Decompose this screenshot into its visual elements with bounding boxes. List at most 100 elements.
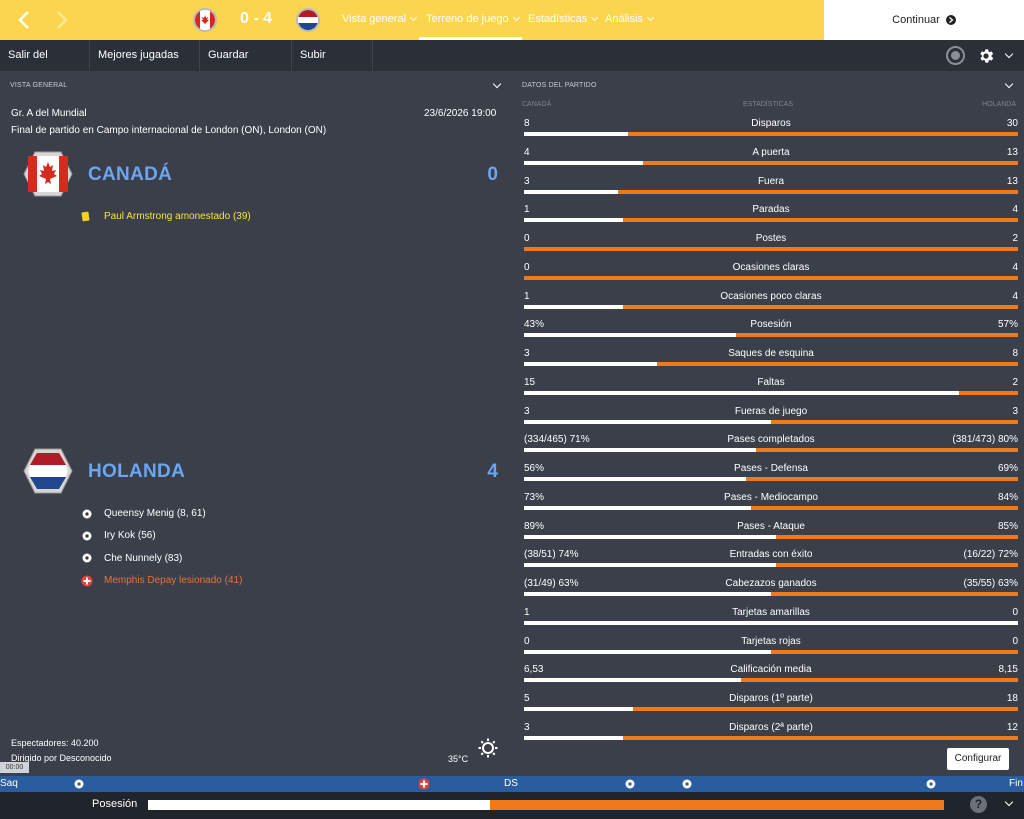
collapse-stats-icon[interactable]	[1004, 79, 1014, 89]
stat-home-bar	[524, 304, 623, 309]
stat-row: 73% Pases - Mediocampo 84%	[524, 488, 1018, 517]
stat-away-value: 8,15	[998, 664, 1018, 676]
stat-home-value: 89%	[524, 520, 545, 532]
away-flag-icon[interactable]	[296, 8, 320, 32]
back-arrow-icon[interactable]	[10, 6, 38, 34]
stat-label: Posesión	[750, 319, 792, 331]
match-stats-panel: DATOS DEL PARTIDO CANADÁ ESTADÍSTICAS HO…	[512, 72, 1024, 776]
stat-away-value: 4	[1012, 204, 1018, 216]
stat-away-bar	[776, 563, 1018, 568]
possession-label: Posesión	[92, 798, 138, 810]
record-icon[interactable]	[946, 46, 965, 65]
stat-label: Paradas	[752, 204, 790, 216]
match-datetime: 23/6/2026 19:00	[424, 108, 497, 119]
stat-home-value: 73%	[524, 491, 545, 503]
stat-row: (31/49) 63% Cabezazos ganados (35/55) 63%	[524, 574, 1018, 603]
stat-label: Disparos (1º parte)	[729, 693, 813, 704]
stat-label: Tarjetas rojas	[741, 635, 801, 647]
stat-home-value: 0	[524, 261, 530, 273]
record-dot	[951, 51, 960, 60]
menu-estadisticas[interactable]: Estadísticas	[528, 13, 599, 25]
best-plays-button[interactable]: Mejores jugadas	[90, 40, 200, 88]
stat-home-bar	[524, 707, 633, 711]
canada-badge-icon[interactable]	[23, 151, 73, 197]
stat-away-value: 13	[1006, 175, 1018, 187]
stat-away-bar	[771, 419, 1018, 424]
stat-away-value: (381/473) 80%	[952, 434, 1018, 446]
away-event-3: Che Nunnely (83)	[104, 553, 183, 564]
stat-away-bar	[633, 707, 1018, 711]
menu-vista-general[interactable]: Vista general	[342, 13, 418, 25]
timeline-goal-icon	[682, 779, 692, 792]
stat-away-bar	[623, 218, 1018, 223]
settings-gear-icon[interactable]	[977, 47, 995, 65]
stat-home-value: 56%	[524, 463, 545, 474]
stat-home-value: 43%	[524, 319, 545, 331]
stat-away-bar	[741, 678, 1018, 683]
timeline-goal-icon	[74, 779, 84, 792]
home-flag-icon[interactable]	[193, 8, 217, 32]
stat-label: Fueras de juego	[734, 405, 808, 417]
stat-away-value: 13	[1006, 146, 1018, 158]
netherlands-badge-icon[interactable]	[23, 448, 73, 494]
menu-terreno-de-juego[interactable]: Terreno de juego	[426, 13, 520, 25]
menu-label: Análisis	[605, 13, 643, 25]
stat-home-value: 1	[524, 290, 530, 302]
configure-button[interactable]: Configurar	[947, 748, 1009, 770]
possession-chevron-icon[interactable]	[1004, 797, 1014, 807]
stat-row: 89% Pases - Ataque 85%	[524, 517, 1018, 546]
stat-away-bar	[736, 333, 1018, 338]
stat-home-value: (38/51) 74%	[524, 549, 579, 561]
stat-label: Ocasiones claras	[732, 261, 810, 273]
timeline-goal-icon	[926, 779, 936, 792]
stat-away-bar	[751, 505, 1018, 510]
caret-down-icon	[409, 13, 418, 22]
collapse-overview-icon[interactable]	[492, 79, 502, 89]
stat-home-value: 3	[524, 175, 530, 187]
continue-button[interactable]: Continuar	[824, 0, 1024, 40]
away-team-name[interactable]: HOLANDA	[88, 461, 186, 482]
best-plays-label: Mejores jugadas	[98, 49, 179, 61]
stat-away-bar	[524, 247, 1018, 251]
stat-home-value: 3	[524, 721, 530, 733]
stat-label: Cabezazos ganados	[725, 578, 817, 589]
stat-row: 5 Disparos (1º parte) 18	[524, 689, 1018, 718]
forward-arrow-icon[interactable]	[48, 6, 76, 34]
stat-away-bar	[776, 534, 1018, 539]
stat-away-value: 84%	[997, 491, 1018, 503]
match-timeline[interactable]: Saq DS Fin	[0, 776, 1024, 792]
exit-match-button[interactable]: Salir del partido	[0, 40, 90, 92]
stat-home-bar	[524, 419, 771, 424]
stat-away-value: 2	[1012, 233, 1018, 244]
settings-chevron-icon[interactable]	[1004, 49, 1014, 59]
stat-home-bar	[524, 132, 628, 136]
stat-row: 6,53 Calificación media 8,15	[524, 660, 1018, 689]
stat-home-value: 5	[524, 693, 530, 704]
stats-col-away: HOLANDA	[982, 101, 1016, 108]
stat-label: Pases - Mediocampo	[724, 491, 818, 503]
stat-label: Disparos	[751, 118, 791, 129]
stat-home-value: (334/465) 71%	[524, 434, 590, 446]
help-icon[interactable]: ?	[970, 796, 987, 813]
caret-down-icon	[591, 13, 599, 22]
stat-home-bar	[524, 505, 751, 510]
stat-home-bar	[524, 563, 776, 568]
timeline-end-label: Fin	[1009, 778, 1023, 789]
stats-col-center: ESTADÍSTICAS	[742, 101, 794, 108]
yellow-card-icon	[81, 211, 92, 222]
stat-label: Pases - Ataque	[737, 520, 805, 532]
stat-home-bar	[524, 448, 756, 453]
stat-label: Tarjetas amarillas	[732, 606, 810, 618]
save-match-button[interactable]: Guardar partido	[200, 40, 292, 92]
stat-home-value: 8	[524, 118, 530, 129]
stat-away-value: 85%	[997, 520, 1018, 532]
upload-plays-button[interactable]: Subir jugadas	[292, 40, 373, 92]
ball-icon	[82, 553, 92, 563]
stats-col-home: CANADÁ	[522, 101, 552, 108]
away-event-1: Queensy Menig (8, 61)	[104, 508, 206, 519]
home-team-name[interactable]: CANADÁ	[88, 164, 173, 185]
stat-home-bar	[524, 592, 771, 596]
play-icon	[945, 15, 956, 25]
timeline-injury-icon	[418, 778, 430, 793]
menu-analisis[interactable]: Análisis	[605, 13, 654, 25]
